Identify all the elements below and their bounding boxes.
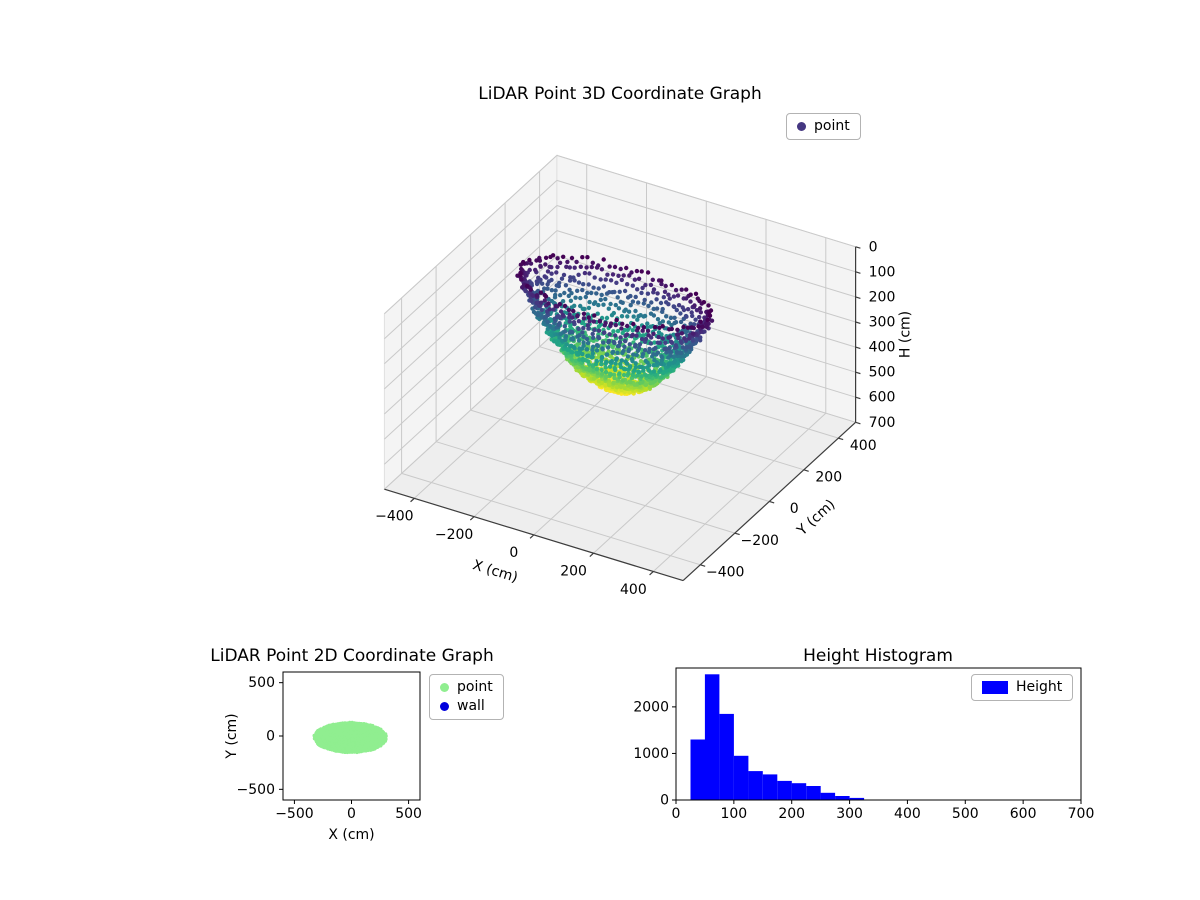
point-marker-icon xyxy=(440,683,449,692)
y-tick-label-hist: 2000 xyxy=(633,699,669,715)
x-tick-label-hist: 600 xyxy=(1010,806,1037,822)
y-tick-label-hist: 0 xyxy=(660,793,669,809)
x-tick-label-hist: 700 xyxy=(1068,806,1095,822)
legend-label-wall-2d: wall xyxy=(457,698,485,714)
y-tick-label-3d: 0 xyxy=(790,501,799,517)
plot-3d: −400 −200 0 200 400 −400 −200 0 200 400 0 100 200 300… xyxy=(375,154,914,598)
axis-lines-3d xyxy=(384,246,861,582)
y-tick-label-3d: −400 xyxy=(706,564,744,580)
height-marker-icon xyxy=(982,681,1008,694)
plot3d-legend: point xyxy=(786,113,861,140)
x-tick-label-3d: 400 xyxy=(620,582,647,598)
x-tick-label-3d: −400 xyxy=(375,509,413,525)
hist-title: Height Histogram xyxy=(803,646,953,666)
hist-bar xyxy=(748,771,763,800)
y-axis-label-2d: Y (cm) xyxy=(224,713,240,759)
plot-hist: 0 100 200 300 400 500 600 700 0 1000 2000 xyxy=(633,667,1095,822)
legend-label-point-2d: point xyxy=(457,679,493,695)
x-tick-label-3d: 200 xyxy=(560,563,587,579)
point-marker-icon xyxy=(797,122,806,131)
ticks-2d xyxy=(279,682,410,804)
z-tick-label-3d: 200 xyxy=(869,289,896,305)
z-tick-label-3d: 0 xyxy=(869,239,878,255)
hist-bar xyxy=(719,713,734,800)
y-tick-label-3d: −200 xyxy=(741,533,779,549)
z-tick-label-3d: 600 xyxy=(869,390,896,406)
x-tick-label-hist: 300 xyxy=(836,806,863,822)
z-tick-label-3d: 300 xyxy=(869,315,896,331)
hist-bar xyxy=(791,783,807,800)
hist-bar xyxy=(835,796,850,800)
x-tick-label-hist: 100 xyxy=(720,806,747,822)
legend-item-point-2d: point xyxy=(440,680,493,695)
plot2d-title: LiDAR Point 2D Coordinate Graph xyxy=(210,646,494,666)
hist-bar xyxy=(849,797,865,800)
x-tick-label-3d: 0 xyxy=(509,545,518,561)
x-axis-label-3d: X (cm) xyxy=(471,557,520,586)
point-cloud-2d xyxy=(312,720,388,755)
hist-bar xyxy=(762,774,778,800)
hist-bar xyxy=(777,780,792,800)
y-tick-label-3d: 200 xyxy=(815,469,842,485)
hist-bars xyxy=(690,674,865,800)
hist-bar xyxy=(690,739,705,800)
y-tick-label-2d: 500 xyxy=(248,675,275,691)
hist-bar xyxy=(704,674,720,800)
point-cloud-3d xyxy=(515,253,715,396)
legend-item-wall-2d: wall xyxy=(440,699,493,714)
legend-label-point-3d: point xyxy=(814,118,850,134)
x-tick-label-hist: 200 xyxy=(778,806,805,822)
hist-bar xyxy=(806,786,821,800)
y-tick-label-2d: −500 xyxy=(237,782,275,798)
hist-legend: Height xyxy=(971,674,1074,701)
x-tick-label-3d: −200 xyxy=(435,527,473,543)
z-tick-label-3d: 400 xyxy=(869,340,896,356)
hist-bar xyxy=(820,792,836,800)
z-tick-label-3d: 500 xyxy=(869,365,896,381)
x-tick-label-2d: −500 xyxy=(275,806,313,822)
x-axis-label-2d: X (cm) xyxy=(328,827,374,843)
x-tick-label-hist: 0 xyxy=(672,806,681,822)
z-axis-label-3d: H (cm) xyxy=(898,311,914,358)
grid-3d xyxy=(384,154,856,572)
y-tick-label-3d: 400 xyxy=(850,438,877,454)
x-tick-label-hist: 400 xyxy=(894,806,921,822)
axes-frame-hist xyxy=(675,667,1082,801)
x-tick-label-2d: 500 xyxy=(395,806,422,822)
legend-item-point-3d: point xyxy=(797,119,850,134)
z-tick-label-3d: 700 xyxy=(869,415,896,431)
x-tick-label-2d: 0 xyxy=(347,806,356,822)
x-tick-label-hist: 500 xyxy=(952,806,979,822)
y-axis-label-3d: Y (cm) xyxy=(794,497,839,540)
plot-2d: −500 0 500 −500 0 500 X (cm) Y (cm) xyxy=(224,671,422,843)
y-tick-label-hist: 1000 xyxy=(633,746,669,762)
plot2d-legend: point wall xyxy=(429,674,504,720)
ticks-hist xyxy=(672,706,1082,804)
legend-item-height: Height xyxy=(982,680,1062,695)
hist-bar xyxy=(733,755,749,800)
legend-label-height: Height xyxy=(1016,679,1063,695)
wall-marker-icon xyxy=(440,702,449,711)
y-tick-label-2d: 0 xyxy=(266,729,275,745)
plot3d-title: LiDAR Point 3D Coordinate Graph xyxy=(478,84,762,104)
z-tick-label-3d: 100 xyxy=(869,264,896,280)
